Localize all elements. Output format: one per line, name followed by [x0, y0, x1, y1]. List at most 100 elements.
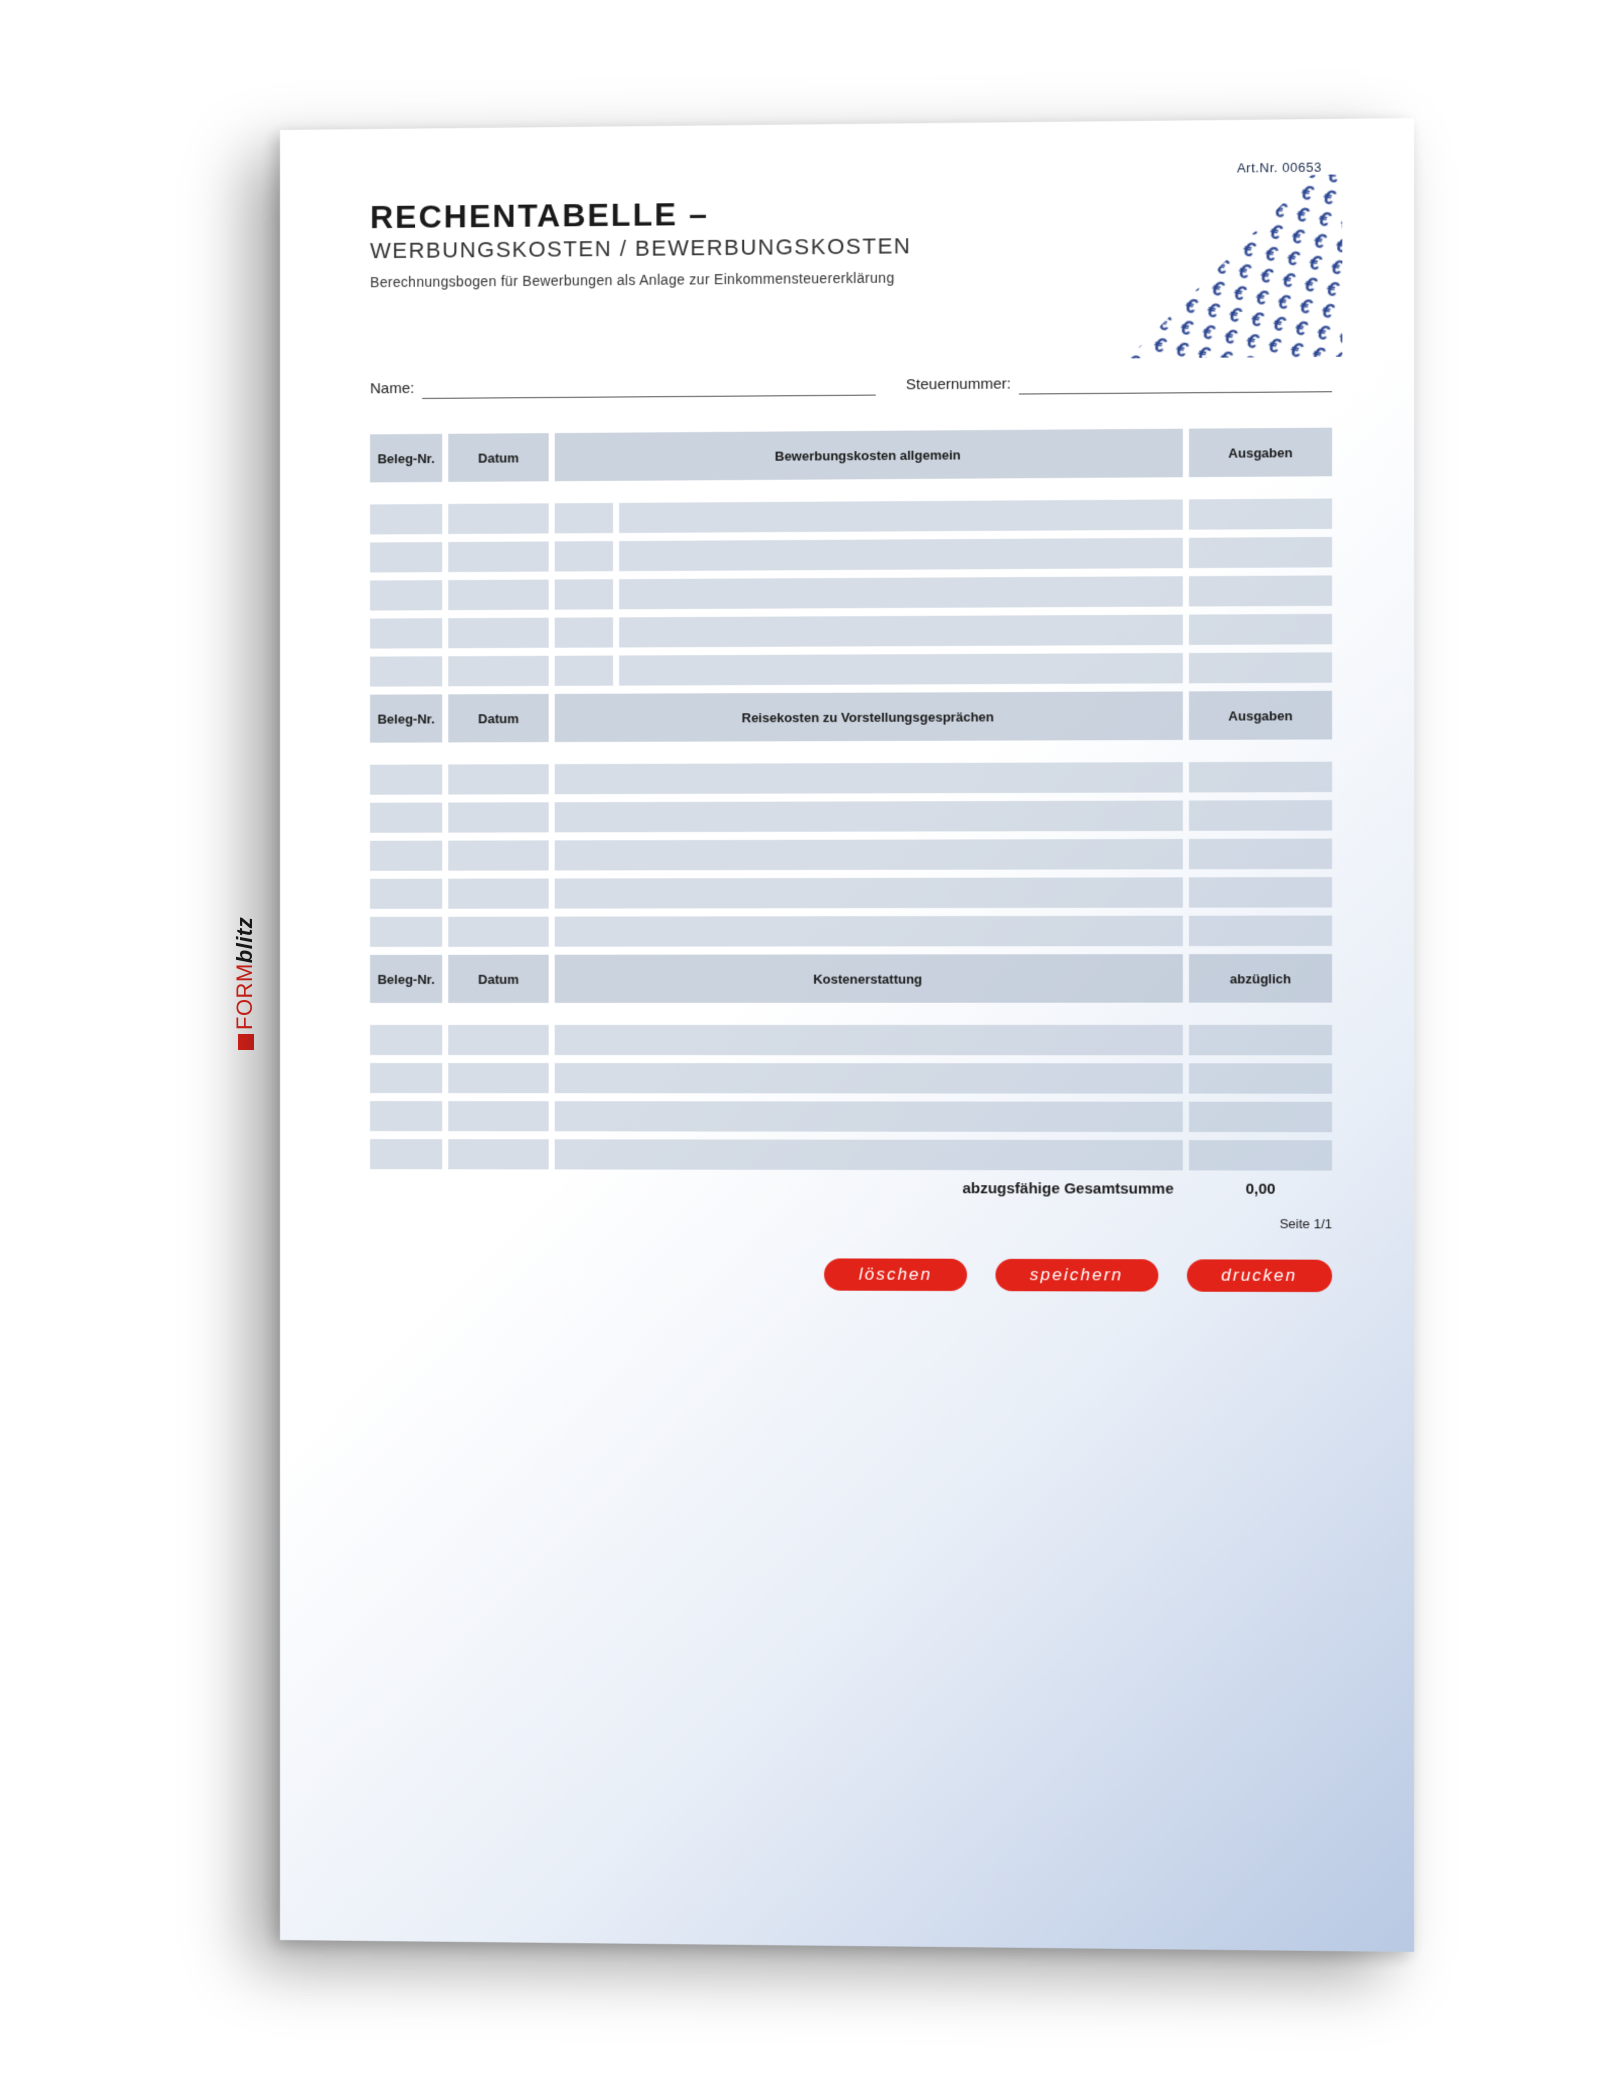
- table-section: Beleg-Nr.DatumReisekosten zu Vorstellung…: [370, 691, 1332, 947]
- cell-amount[interactable]: [1189, 1063, 1332, 1093]
- cell-desc-narrow[interactable]: [555, 656, 613, 686]
- brand-part1: FORM: [232, 963, 257, 1030]
- column-header-desc: Bewerbungskosten allgemein: [555, 429, 1183, 482]
- cell-amount[interactable]: [1189, 1102, 1332, 1132]
- cell-datum[interactable]: [448, 541, 548, 572]
- cell-datum[interactable]: [448, 580, 548, 611]
- column-header-beleg: Beleg-Nr.: [370, 694, 442, 742]
- cell-desc[interactable]: [555, 839, 1183, 871]
- taxnumber-label: Steuernummer:: [906, 375, 1011, 395]
- cell-beleg[interactable]: [370, 1025, 442, 1055]
- cell-datum[interactable]: [448, 764, 548, 794]
- cell-beleg[interactable]: [370, 879, 442, 909]
- column-header-desc: Reisekosten zu Vorstellungsgesprächen: [555, 691, 1183, 742]
- cell-amount[interactable]: [1189, 800, 1332, 831]
- table-row: [370, 839, 1332, 871]
- cell-datum[interactable]: [448, 802, 548, 832]
- table-row: [370, 1101, 1332, 1132]
- cell-datum[interactable]: [448, 1101, 548, 1131]
- document-page: Art.Nr. 00653 € RECHENTABELLE – WERBUNGS…: [280, 118, 1414, 1952]
- cell-datum[interactable]: [448, 879, 548, 909]
- cell-amount[interactable]: [1189, 839, 1332, 870]
- cell-desc-wide[interactable]: [619, 576, 1183, 609]
- page-number: Seite 1/1: [370, 1214, 1332, 1231]
- cell-desc-wide[interactable]: [619, 499, 1183, 533]
- table-row: [370, 1139, 1332, 1171]
- print-button[interactable]: drucken: [1186, 1259, 1332, 1292]
- cell-amount[interactable]: [1189, 575, 1332, 606]
- cell-beleg[interactable]: [370, 841, 442, 871]
- save-button[interactable]: speichern: [995, 1259, 1158, 1292]
- table-row: [370, 652, 1332, 686]
- table-row: [370, 1063, 1332, 1094]
- cell-desc: [555, 576, 1183, 609]
- cell-beleg[interactable]: [370, 618, 442, 648]
- cell-amount[interactable]: [1189, 499, 1332, 530]
- cell-beleg[interactable]: [370, 1139, 442, 1169]
- brand-part2: blitz: [232, 917, 257, 964]
- cell-datum[interactable]: [448, 618, 548, 649]
- column-header-amount: abzüglich: [1189, 954, 1332, 1003]
- brand-box-icon: [238, 1034, 254, 1050]
- cell-amount[interactable]: [1189, 652, 1332, 683]
- cell-desc-narrow[interactable]: [555, 579, 613, 609]
- cell-desc-wide[interactable]: [619, 538, 1183, 571]
- column-header-beleg: Beleg-Nr.: [370, 955, 442, 1003]
- cell-desc: [555, 653, 1183, 686]
- cell-beleg[interactable]: [370, 504, 442, 534]
- cell-desc[interactable]: [555, 877, 1183, 908]
- table-header: Beleg-Nr.DatumKostenerstattungabzüglich: [370, 954, 1332, 1003]
- brand-watermark: FORMblitz: [232, 917, 258, 1050]
- cell-datum[interactable]: [448, 656, 548, 687]
- cell-amount[interactable]: [1189, 614, 1332, 645]
- delete-button[interactable]: löschen: [824, 1258, 967, 1291]
- cell-datum[interactable]: [448, 503, 548, 534]
- cell-desc-narrow[interactable]: [555, 541, 613, 571]
- name-input[interactable]: [422, 377, 875, 398]
- table-row: [370, 537, 1332, 573]
- cell-datum[interactable]: [448, 917, 548, 947]
- cell-datum[interactable]: [448, 840, 548, 870]
- total-label: abzugsfähige Gesamtsumme: [962, 1180, 1173, 1198]
- artnr-label: Art.Nr.: [1237, 160, 1278, 176]
- cell-desc: [555, 615, 1183, 648]
- cell-amount[interactable]: [1189, 916, 1332, 947]
- cell-desc-wide[interactable]: [619, 653, 1183, 686]
- cell-amount[interactable]: [1189, 762, 1332, 793]
- total-value: 0,00: [1189, 1181, 1332, 1198]
- cell-desc[interactable]: [555, 1101, 1183, 1132]
- euro-pattern-icon: €: [1128, 174, 1343, 388]
- cell-amount[interactable]: [1189, 1025, 1332, 1055]
- cell-desc[interactable]: [555, 916, 1183, 947]
- cell-desc-wide[interactable]: [619, 615, 1183, 648]
- cell-beleg[interactable]: [370, 917, 442, 947]
- table-row: [370, 762, 1332, 795]
- cell-beleg[interactable]: [370, 803, 442, 833]
- cell-beleg[interactable]: [370, 1063, 442, 1093]
- cell-amount[interactable]: [1189, 877, 1332, 908]
- cell-beleg[interactable]: [370, 580, 442, 610]
- cell-beleg[interactable]: [370, 656, 442, 686]
- column-header-datum: Datum: [448, 955, 548, 1003]
- cell-datum[interactable]: [448, 1139, 548, 1169]
- cell-desc-narrow[interactable]: [555, 503, 613, 533]
- cell-datum[interactable]: [448, 1063, 548, 1093]
- cell-beleg[interactable]: [370, 1101, 442, 1131]
- cell-desc-narrow[interactable]: [555, 617, 613, 647]
- cell-beleg[interactable]: [370, 764, 442, 794]
- table-row: [370, 800, 1332, 833]
- cell-desc[interactable]: [555, 1063, 1183, 1094]
- column-header-datum: Datum: [448, 694, 548, 742]
- cell-desc[interactable]: [555, 801, 1183, 833]
- table-header: Beleg-Nr.DatumReisekosten zu Vorstellung…: [370, 691, 1332, 743]
- cell-desc[interactable]: [555, 762, 1183, 794]
- cell-beleg[interactable]: [370, 542, 442, 572]
- column-header-amount: Ausgaben: [1189, 428, 1332, 478]
- table-row: [370, 499, 1332, 535]
- cell-datum[interactable]: [448, 1025, 548, 1055]
- table-row: [370, 916, 1332, 947]
- cell-desc[interactable]: [555, 1025, 1183, 1055]
- cell-amount[interactable]: [1189, 1140, 1332, 1171]
- cell-desc[interactable]: [555, 1139, 1183, 1170]
- cell-amount[interactable]: [1189, 537, 1332, 568]
